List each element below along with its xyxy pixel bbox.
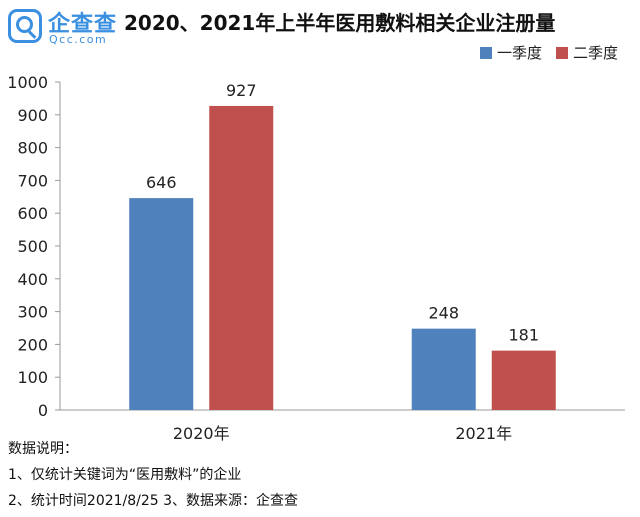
y-tick-label: 800 [17,139,48,158]
legend-item-q1: 一季度 [479,42,542,63]
magnifier-icon [8,9,42,43]
data-label: 181 [508,326,539,345]
logo-name: 企查查 [48,12,118,37]
y-tick-label: 0 [38,401,48,420]
data-label: 646 [146,173,177,192]
bar [491,350,556,410]
data-label: 248 [428,304,459,323]
y-tick-label: 1000 [7,73,48,92]
y-tick-label: 400 [17,270,48,289]
logo-domain: Qcc.com [49,33,108,46]
y-tick-label: 300 [17,303,48,322]
legend-label-q1: 一季度 [496,44,542,62]
legend-item-q2: 二季度 [555,42,618,63]
y-tick-label: 500 [17,237,48,256]
notes-heading: 数据说明： [8,441,78,457]
y-tick-label: 200 [17,335,48,354]
y-tick-label: 100 [17,368,48,387]
notes-line-1: 1、仅统计关键词为“医用敷料”的企业 [8,467,242,483]
data-label: 927 [226,81,257,100]
data-notes: 数据说明： 1、仅统计关键词为“医用敷料”的企业 2、统计时间2021/8/25… [8,436,298,514]
bar [129,198,194,410]
chart-title: 2020、2021年上半年医用敷料相关企业注册量 [124,11,556,35]
bar [411,328,476,410]
x-tick-label: 2020年 [173,424,230,443]
legend-swatch-q1 [479,46,492,59]
logo: 企查查 Qcc.com [8,5,120,47]
bar [209,105,274,410]
y-tick-label: 600 [17,204,48,223]
legend-label-q2: 二季度 [572,44,618,62]
y-tick-label: 900 [17,106,48,125]
x-tick-label: 2021年 [455,424,512,443]
y-tick-label: 700 [17,171,48,190]
legend: 一季度 二季度 [466,42,618,63]
legend-swatch-q2 [555,46,568,59]
notes-line-2: 2、统计时间2021/8/25 3、数据来源：企查查 [8,493,299,509]
